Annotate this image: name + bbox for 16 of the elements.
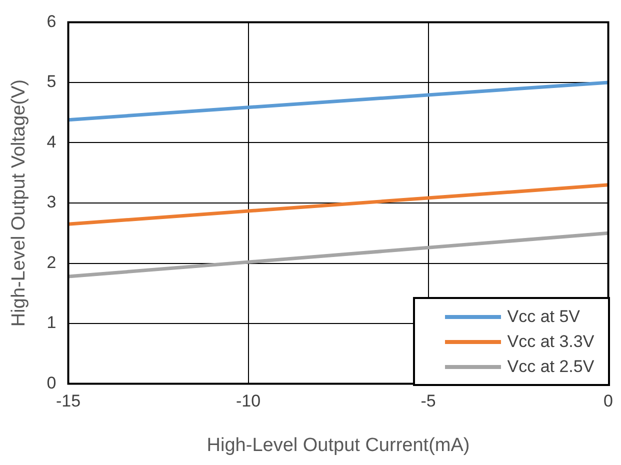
y-tick-label: 3 bbox=[46, 192, 56, 212]
legend-label: Vcc at 5V bbox=[507, 307, 580, 328]
y-tick-label: 4 bbox=[46, 132, 56, 152]
y-tick-label: 6 bbox=[46, 12, 56, 31]
x-tick-label: -10 bbox=[236, 392, 261, 411]
y-tick-label: 0 bbox=[46, 373, 56, 392]
y-tick-label: 1 bbox=[46, 313, 56, 332]
x-tick-label: -5 bbox=[420, 392, 436, 411]
legend-label: Vcc at 3.3V bbox=[507, 332, 594, 352]
y-tick-label: 5 bbox=[46, 72, 56, 92]
x-axis-title: High-Level Output Current(mA) bbox=[206, 434, 470, 456]
y-axis-title: High-Level Output Voltage(V) bbox=[8, 79, 30, 327]
y-tick-label: 2 bbox=[46, 252, 56, 272]
x-tick-label: -15 bbox=[56, 392, 81, 411]
x-tick-label: 0 bbox=[604, 392, 614, 411]
legend-label: Vcc at 2.5V bbox=[507, 357, 594, 378]
